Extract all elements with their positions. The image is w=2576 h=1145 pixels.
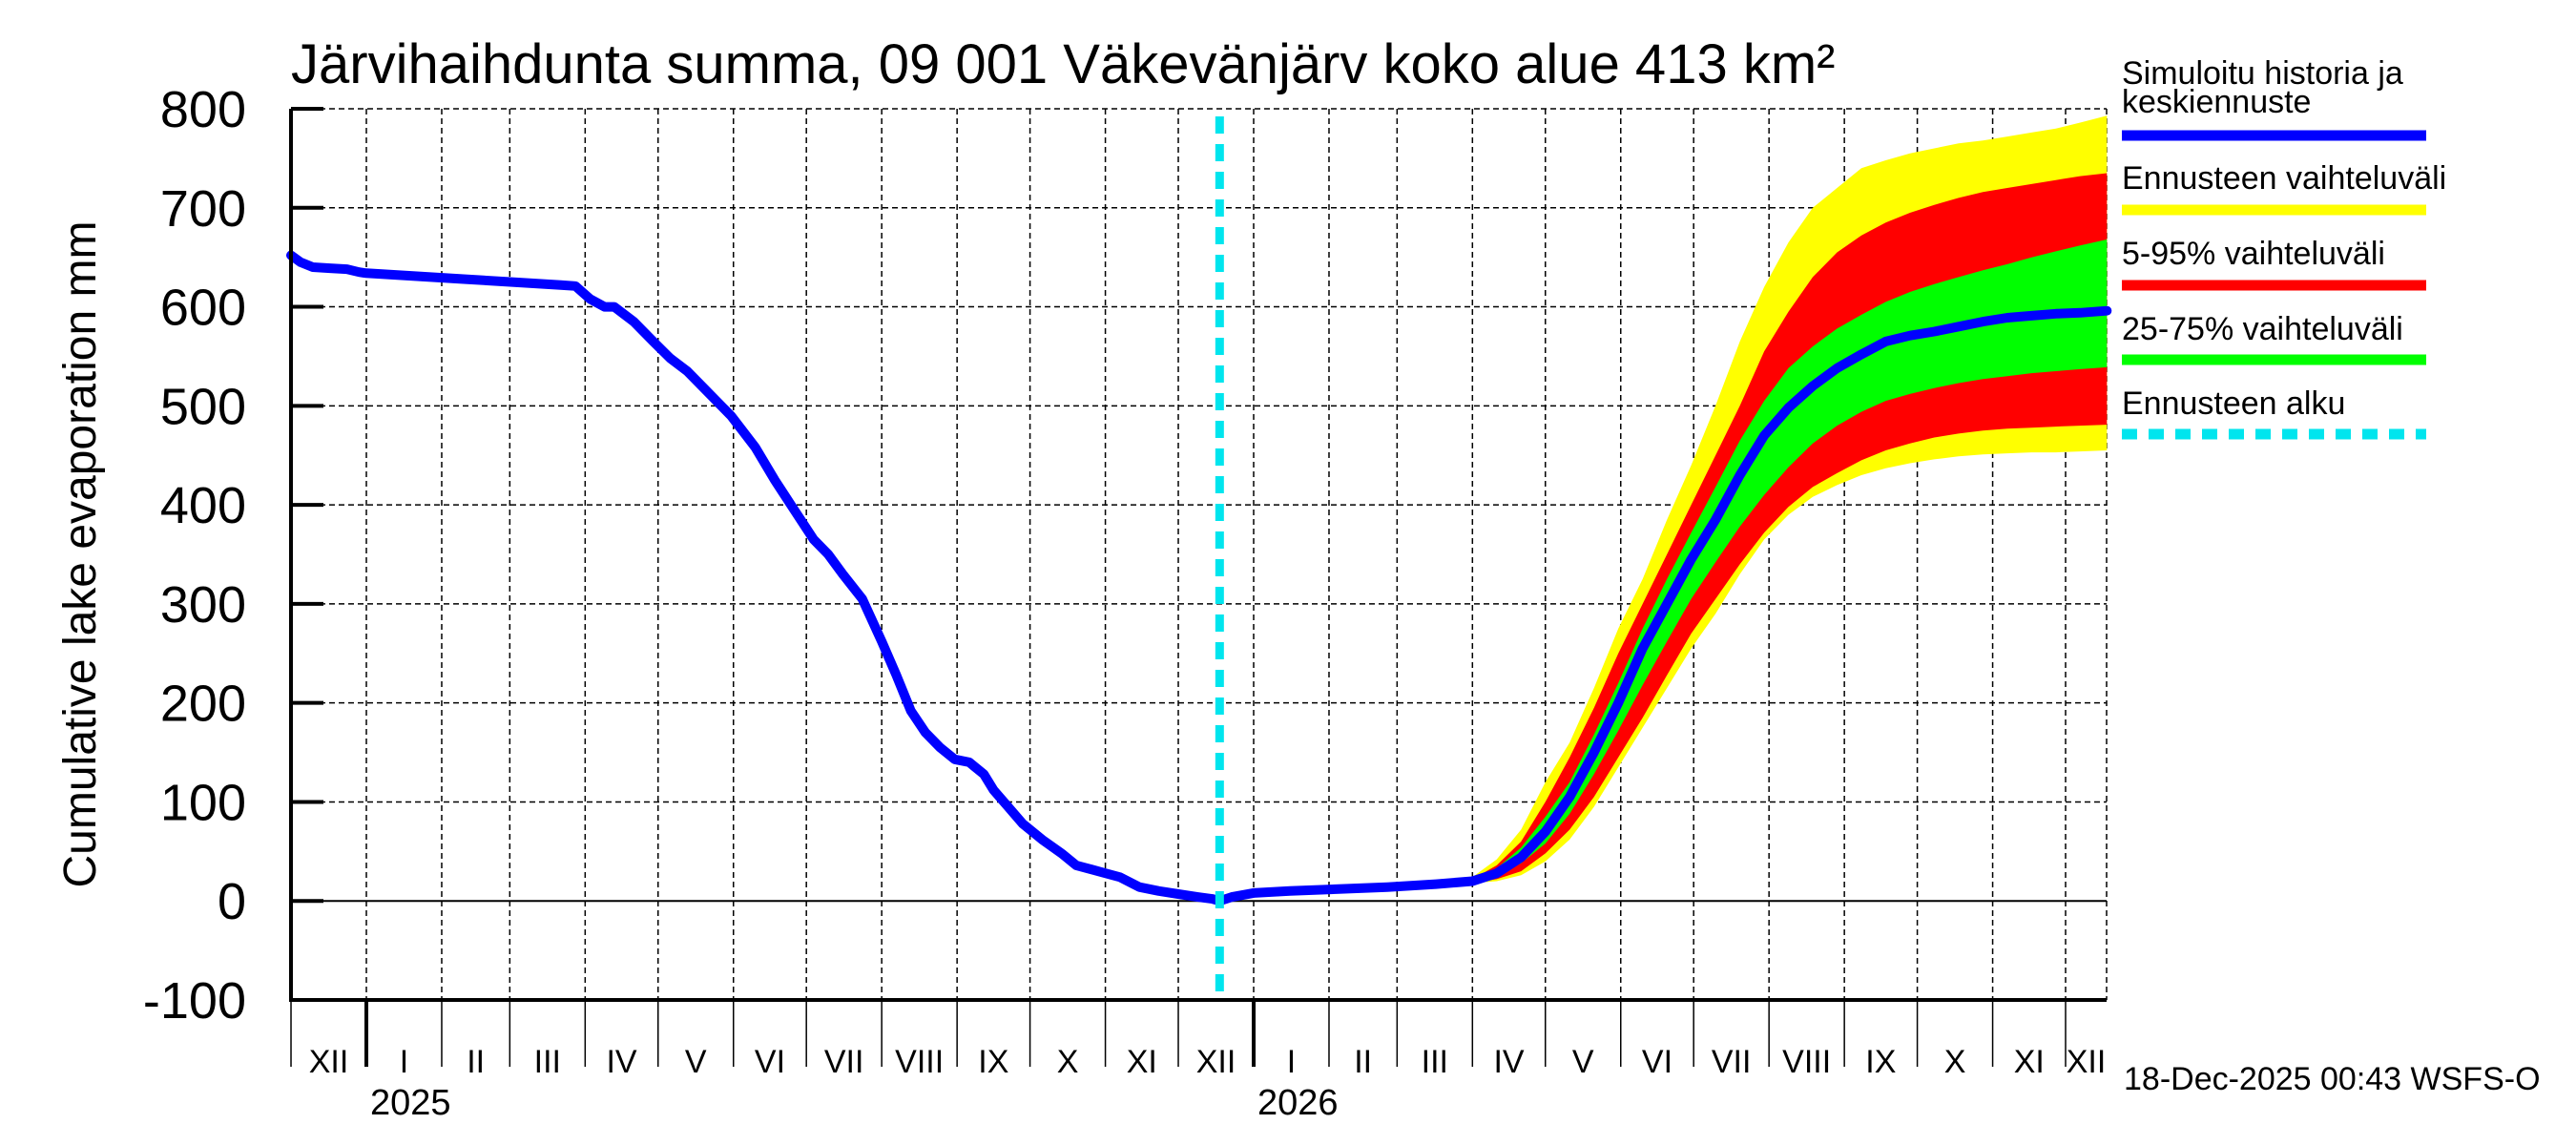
legend-item: Ennusteen alku [2122,385,2426,440]
month-label: II [1354,1044,1372,1080]
legend-label: Ennusteen vaihteluväli [2122,160,2446,197]
month-label: X [1057,1044,1079,1080]
legend-label: 25-75% vaihteluväli [2122,311,2403,347]
legend-item: 5-95% vaihteluväli [2122,236,2426,291]
axes [289,107,2107,1067]
month-label: V [1572,1044,1594,1080]
forecast-bands [1436,115,2108,885]
x-tick-labels: XII I II III IV V VI VII VIII IX X XI XII I II III IV V VI… [309,1044,2107,1123]
month-label: III [534,1044,561,1080]
year-label: 2025 [370,1083,451,1123]
footer-timestamp: 18-Dec-2025 00:43 WSFS-O [2124,1061,2541,1097]
month-label: VII [1712,1044,1752,1080]
y-tick-label: 700 [160,180,246,238]
legend-label: 5-95% vaihteluväli [2122,236,2385,272]
month-label: X [1944,1044,1966,1080]
y-tick-label: 0 [218,873,246,930]
month-label: VIII [895,1044,944,1080]
year-label: 2026 [1257,1083,1339,1123]
month-label: I [400,1044,408,1080]
month-label: V [685,1044,707,1080]
series-lines [286,116,2112,1000]
legend-label: Ennusteen alku [2122,385,2345,422]
month-label: VI [755,1044,785,1080]
y-tick-label: 300 [160,576,246,634]
month-label: II [467,1044,485,1080]
month-label: IX [1865,1044,1896,1080]
y-tick-label: 600 [160,280,246,337]
month-label: VIII [1782,1044,1831,1080]
month-label: III [1422,1044,1448,1080]
legend-item: 25-75% vaihteluväli [2122,311,2426,365]
legend-label-line2: keskiennuste [2122,84,2311,120]
month-label: XII [2067,1044,2107,1080]
y-tick-label: 400 [160,477,246,534]
month-label: VII [824,1044,864,1080]
month-label: IX [978,1044,1008,1080]
y-tick-label: -100 [143,972,246,1030]
series-line-simulated-median [286,250,2112,906]
y-axis-label: Cumulative lake evaporation mm [55,221,106,888]
y-tick-label: 200 [160,676,246,733]
chart-title: Järvihaihdunta summa, 09 001 Väkevänjärv… [291,33,1835,95]
month-label: VI [1642,1044,1672,1080]
month-label: XII [309,1044,349,1080]
legend-label: Simuloitu historia ja [2122,55,2403,92]
y-tick-labels: -100 0 100 200 300 400 500 600 700 800 [143,81,246,1030]
month-label: I [1287,1044,1296,1080]
month-label: XI [1127,1044,1157,1080]
month-label: IV [1493,1044,1524,1080]
y-tick-label: 500 [160,378,246,435]
y-tick-label: 800 [160,81,246,138]
y-tick-label: 100 [160,774,246,831]
month-label: XII [1196,1044,1236,1080]
month-label: IV [606,1044,636,1080]
legend-item: Ennusteen vaihteluväli [2122,160,2446,216]
month-label: XI [2014,1044,2045,1080]
